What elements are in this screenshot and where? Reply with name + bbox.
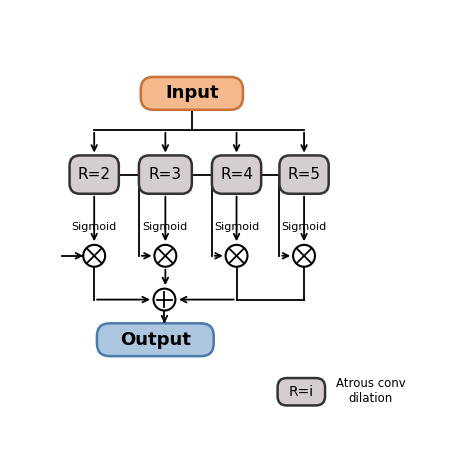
FancyBboxPatch shape	[70, 155, 119, 194]
Circle shape	[83, 245, 105, 267]
Text: Sigmoid: Sigmoid	[72, 222, 117, 232]
Text: R=3: R=3	[149, 167, 182, 182]
FancyBboxPatch shape	[279, 155, 328, 194]
Text: Output: Output	[120, 331, 191, 349]
Circle shape	[226, 245, 247, 267]
Text: R=4: R=4	[220, 167, 253, 182]
Text: Sigmoid: Sigmoid	[214, 222, 259, 232]
FancyBboxPatch shape	[139, 155, 192, 194]
FancyBboxPatch shape	[97, 323, 214, 356]
Circle shape	[154, 289, 175, 310]
Text: Sigmoid: Sigmoid	[143, 222, 188, 232]
Circle shape	[293, 245, 315, 267]
FancyBboxPatch shape	[212, 155, 261, 194]
Text: R=2: R=2	[78, 167, 111, 182]
Text: Atrous conv
dilation: Atrous conv dilation	[336, 377, 406, 405]
Text: R=i: R=i	[289, 385, 314, 399]
FancyBboxPatch shape	[278, 378, 325, 405]
Circle shape	[155, 245, 176, 267]
Text: Sigmoid: Sigmoid	[282, 222, 327, 232]
FancyBboxPatch shape	[141, 77, 243, 110]
Text: R=5: R=5	[288, 167, 320, 182]
Text: Input: Input	[165, 84, 219, 102]
